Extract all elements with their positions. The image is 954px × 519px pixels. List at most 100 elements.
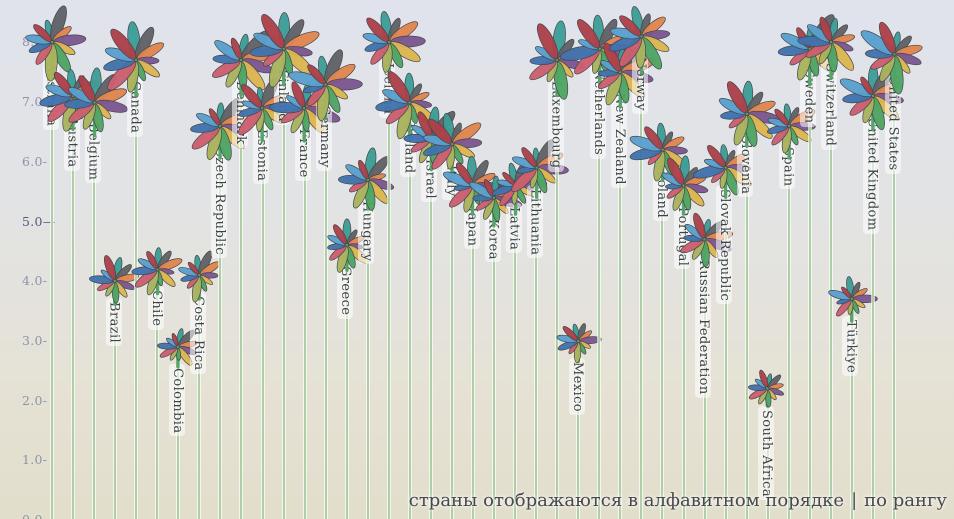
petal-norway-10[interactable] (617, 13, 644, 39)
petal-canada-1[interactable] (132, 25, 158, 61)
petal-netherlands-8[interactable] (559, 43, 599, 63)
country-label-czech-republic[interactable]: Czech Republic (210, 142, 227, 258)
country-label-switzerland[interactable]: Switzerland (821, 59, 838, 150)
petal-spain-9[interactable] (767, 116, 789, 128)
country-label-hungary[interactable]: Hungary (358, 196, 375, 265)
petal-chile-10[interactable] (144, 250, 159, 270)
petal-chile-7[interactable] (133, 267, 159, 290)
petal-denmark-10[interactable] (229, 37, 244, 60)
petal-switzerland-9[interactable] (805, 22, 832, 45)
petal-spain-10[interactable] (772, 107, 790, 127)
petal-switzerland-4[interactable] (828, 40, 857, 73)
petal-united-kingdom-5[interactable] (868, 96, 887, 131)
petal-czech-republic-7[interactable] (189, 123, 222, 153)
petal-netherlands-10[interactable] (573, 16, 602, 50)
petal-australia-7[interactable] (33, 41, 54, 66)
petal-slovak-republic-8[interactable] (692, 163, 725, 181)
petal-estonia-10[interactable] (239, 82, 265, 110)
country-label-slovenia[interactable]: Slovenia (737, 131, 754, 198)
flower-poland[interactable] (624, 111, 701, 188)
petal-brazil-3[interactable] (115, 279, 136, 292)
petal-germany-10[interactable] (305, 62, 327, 86)
flower-brazil[interactable] (84, 250, 146, 312)
petal-south-africa-7[interactable] (748, 387, 768, 402)
petal-hungary-10[interactable] (356, 159, 370, 180)
country-label-brazil[interactable]: Brazil (105, 298, 122, 347)
country-label-costa-rica[interactable]: Costa Rica (189, 292, 206, 374)
country-label-luxembourg[interactable]: Luxembourg (547, 77, 564, 172)
country-label-japan[interactable]: Japan (463, 202, 480, 250)
petal-iceland-4[interactable] (387, 38, 422, 65)
flower-switzerland[interactable] (786, 0, 876, 88)
petal-portugal-7[interactable] (665, 184, 684, 200)
petal-norway-8[interactable] (607, 32, 642, 54)
petal-estonia-7[interactable] (236, 106, 266, 138)
petal-greece-7[interactable] (327, 244, 347, 263)
petal-costa-rica-9[interactable] (178, 266, 199, 278)
petal-colombia-10[interactable] (171, 333, 180, 347)
petal-france-10[interactable] (290, 80, 308, 108)
flower-portugal[interactable] (647, 149, 720, 222)
petal-mexico-1[interactable] (576, 322, 587, 340)
petal-canada-7[interactable] (104, 57, 140, 94)
flower-t-rkiye[interactable] (822, 269, 882, 329)
flower-norway[interactable] (596, 0, 687, 82)
country-label-russian-federation[interactable]: Russian Federation (695, 256, 712, 399)
country-label-new-zealand[interactable]: New Zealand (610, 89, 627, 189)
petal-germany-7[interactable] (305, 83, 328, 108)
sort-alphabetical-option[interactable]: страны отображаются в алфавитном порядке (408, 490, 845, 511)
petal-hungary-9[interactable] (344, 162, 369, 182)
petal-finland-10[interactable] (257, 11, 288, 50)
petal-ireland-10[interactable] (385, 68, 414, 104)
petal-chile-9[interactable] (136, 256, 157, 271)
petal-poland-9[interactable] (628, 133, 663, 154)
petal-chile-2[interactable] (157, 256, 183, 272)
petal-russian-federation-10[interactable] (691, 212, 708, 239)
petal-slovenia-6[interactable] (731, 114, 751, 147)
petal-hungary-6[interactable] (350, 179, 371, 210)
petal-t-rkiye-9[interactable] (828, 289, 852, 302)
flower-canada[interactable] (92, 16, 180, 104)
country-label-norway[interactable]: Norway (631, 53, 648, 115)
petal-korea-9[interactable] (468, 179, 495, 200)
petal-united-states-6[interactable] (876, 54, 897, 84)
petal-lithuania-9[interactable] (511, 155, 537, 171)
country-label-colombia[interactable]: Colombia (168, 363, 185, 437)
petal-estonia-8[interactable] (238, 105, 262, 118)
petal-portugal-10[interactable] (664, 156, 687, 187)
petal-new-zealand-10[interactable] (601, 41, 624, 73)
country-label-estonia[interactable]: Estonia (253, 125, 269, 185)
petal-australia-10[interactable] (31, 22, 53, 44)
petal-slovak-republic-10[interactable] (705, 143, 728, 169)
flower-finland[interactable] (239, 4, 329, 94)
country-label-sweden[interactable]: Sweden (800, 65, 817, 127)
country-label-south-africa[interactable]: South Africa (758, 405, 775, 500)
petal-poland-10[interactable] (642, 125, 665, 152)
flower-australia[interactable] (7, 0, 97, 88)
petal-luxembourg-5[interactable] (551, 61, 570, 101)
country-label-latvia[interactable]: Latvia (505, 202, 522, 253)
petal-portugal-6[interactable] (671, 186, 687, 212)
petal-italy-10[interactable] (425, 116, 455, 147)
petal-brazil-10[interactable] (102, 255, 118, 282)
petal-united-kingdom-9[interactable] (838, 76, 874, 101)
petal-iceland-7[interactable] (368, 41, 391, 67)
flower-mexico[interactable] (551, 314, 606, 369)
sort-by-rank-option[interactable]: по рангу (864, 490, 947, 511)
petal-switzerland-10[interactable] (817, 16, 834, 43)
country-label-united-kingdom[interactable]: United Kingdom (863, 113, 880, 234)
flower-hungary[interactable] (331, 143, 405, 217)
flower-ireland[interactable] (368, 61, 451, 144)
flower-south-africa[interactable] (743, 364, 792, 413)
petal-spain-7[interactable] (769, 125, 790, 148)
petal-germany-1[interactable] (321, 47, 346, 85)
petal-finland-2[interactable] (283, 28, 322, 54)
petal-ireland-1[interactable] (408, 82, 424, 103)
country-label-belgium[interactable]: Belgium (84, 119, 101, 184)
petal-greece-10[interactable] (331, 223, 349, 246)
flower-spain[interactable] (749, 86, 829, 166)
petal-luxembourg-7[interactable] (527, 57, 559, 83)
petal-lithuania-10[interactable] (519, 146, 538, 169)
petal-norway-5[interactable] (637, 35, 665, 72)
petal-canada-2[interactable] (135, 40, 166, 64)
